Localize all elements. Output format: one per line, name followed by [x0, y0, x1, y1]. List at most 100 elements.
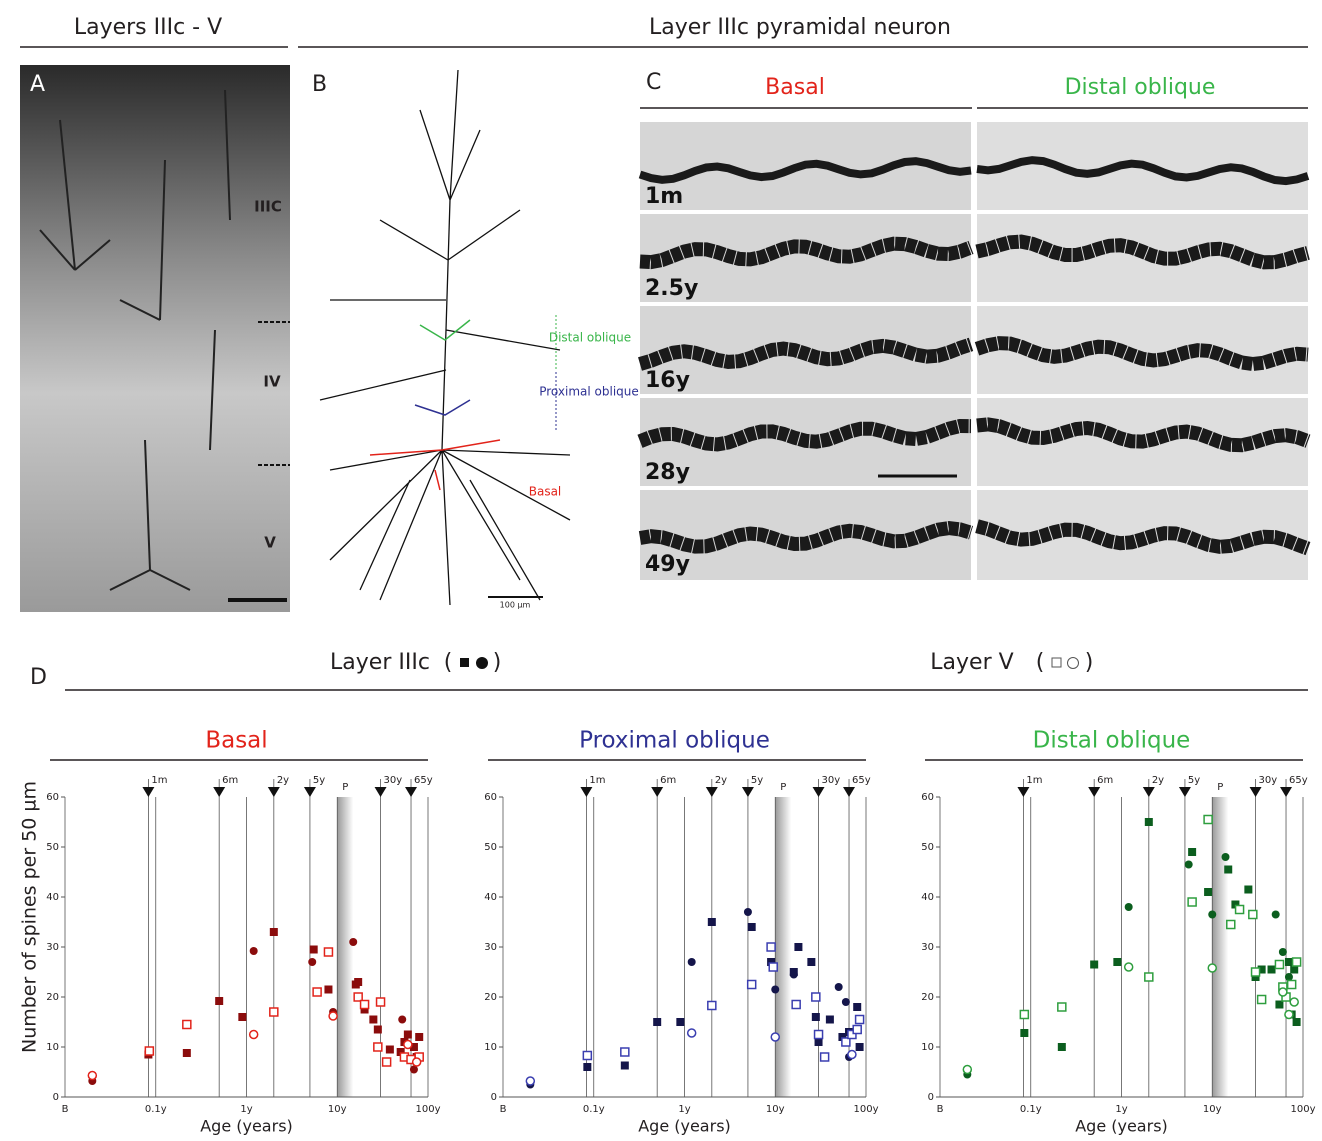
- basal-segment: [370, 440, 500, 490]
- milestone-arrow: [304, 787, 316, 797]
- point: [708, 918, 716, 926]
- milestone-arrow: [1179, 787, 1191, 797]
- point: [1258, 996, 1266, 1004]
- y-tick-label: 40: [484, 892, 497, 903]
- point: [1244, 886, 1252, 894]
- milestone-label: 1m: [589, 775, 605, 786]
- neuron-tracing: [320, 70, 570, 605]
- y-tick-label: 0: [928, 1092, 934, 1103]
- point: [1227, 921, 1235, 929]
- svg-text:): ): [493, 650, 502, 675]
- proximal-segment: [415, 400, 470, 415]
- x-tick-label: 1y: [1115, 1104, 1127, 1115]
- milestone-arrow: [375, 787, 387, 797]
- point: [270, 1008, 278, 1016]
- point: [688, 958, 696, 966]
- x-tick-label: 100y: [853, 1104, 878, 1115]
- y-tick-label: 20: [921, 992, 934, 1003]
- point: [1020, 1029, 1028, 1037]
- point: [842, 998, 850, 1006]
- point: [526, 1077, 534, 1085]
- point: [853, 1026, 861, 1034]
- point: [812, 1013, 820, 1021]
- point: [183, 1021, 191, 1029]
- milestone-label: 6m: [1097, 775, 1113, 786]
- milestone-arrow: [213, 787, 225, 797]
- point: [386, 1046, 394, 1054]
- layer-label: IIIC: [254, 198, 282, 216]
- milestone-arrow: [142, 787, 154, 797]
- age-label: 1m: [645, 184, 683, 209]
- point: [748, 923, 756, 931]
- milestone-label: 65y: [414, 775, 433, 786]
- milestone-label: 5y: [1188, 775, 1200, 786]
- point: [145, 1047, 153, 1055]
- point: [1275, 961, 1283, 969]
- group-symbols: ( ): [1036, 650, 1094, 675]
- point: [744, 908, 752, 916]
- point: [1293, 958, 1301, 966]
- milestone-arrow: [706, 787, 718, 797]
- point: [1293, 1018, 1301, 1026]
- point: [856, 1016, 864, 1024]
- point: [1224, 866, 1232, 874]
- point: [1285, 958, 1293, 966]
- point: [1145, 818, 1153, 826]
- point: [963, 1066, 971, 1074]
- y-tick-label: 20: [484, 992, 497, 1003]
- segment-label: Distal oblique: [549, 331, 631, 345]
- milestone-label: 2y: [715, 775, 727, 786]
- y-tick-label: 60: [46, 792, 59, 803]
- milestone-arrow: [651, 787, 663, 797]
- milestone-label: 65y: [1289, 775, 1308, 786]
- panel-header: Layers IIIc - V: [74, 15, 222, 40]
- point: [374, 1043, 382, 1051]
- y-tick-label: 0: [491, 1092, 497, 1103]
- point: [653, 1018, 661, 1026]
- panel-letter: A: [30, 72, 45, 97]
- point: [583, 1052, 591, 1060]
- point: [1188, 898, 1196, 906]
- point: [856, 1043, 864, 1051]
- point: [413, 1058, 421, 1066]
- panel-letter: D: [30, 665, 47, 690]
- milestone-arrow: [813, 787, 825, 797]
- milestone-label: 5y: [751, 775, 763, 786]
- milestone-arrow: [742, 787, 754, 797]
- point: [361, 1001, 369, 1009]
- point: [794, 943, 802, 951]
- puberty-band: [1212, 797, 1228, 1097]
- point: [821, 1053, 829, 1061]
- point: [349, 938, 357, 946]
- point: [835, 983, 843, 991]
- point: [1188, 848, 1196, 856]
- point: [1208, 911, 1216, 919]
- x-tick-label: 1y: [678, 1104, 690, 1115]
- y-tick-label: 30: [46, 942, 59, 953]
- point: [183, 1049, 191, 1057]
- panel-letter: C: [646, 70, 661, 95]
- x-tick-label: 0.1y: [583, 1104, 605, 1115]
- y-tick-label: 60: [484, 792, 497, 803]
- x-tick-label: 0.1y: [1020, 1104, 1042, 1115]
- band-label: P: [342, 782, 348, 793]
- puberty-band: [775, 797, 791, 1097]
- figure: Layers IIIc - V Layer IIIc pyramidal neu…: [0, 0, 1322, 1141]
- milestone-label: 2y: [277, 775, 289, 786]
- point: [688, 1029, 696, 1037]
- point: [676, 1018, 684, 1026]
- distal-segment: [420, 320, 470, 340]
- x-tick-label: 1y: [240, 1104, 252, 1115]
- milestone-label: 1m: [151, 775, 167, 786]
- point: [1252, 968, 1260, 976]
- point: [1208, 964, 1216, 972]
- point: [1268, 966, 1276, 974]
- panel-letter: B: [312, 72, 327, 97]
- milestone-label: 1m: [1026, 775, 1042, 786]
- milestone-arrow: [1017, 787, 1029, 797]
- point: [270, 928, 278, 936]
- y-tick-label: 10: [46, 1042, 59, 1053]
- x-tick-label: 10y: [1203, 1104, 1222, 1115]
- point: [383, 1058, 391, 1066]
- y-tick-label: 30: [921, 942, 934, 953]
